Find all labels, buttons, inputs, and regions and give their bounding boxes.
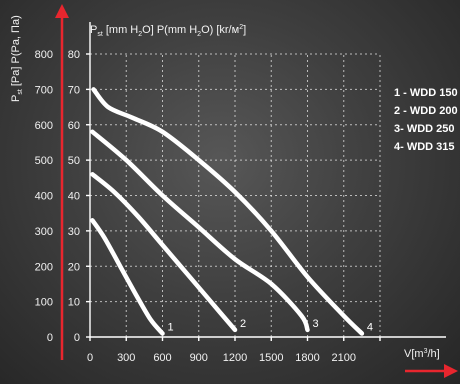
legend-entry-2: 2 - WDD 200 [394,105,458,117]
legend-entry-1: 1 - WDD 150 [394,87,458,99]
legend-entry-3: 3- WDD 250 [394,123,455,135]
x-tick-label: 0 [87,352,93,364]
y-tick-label-pa: 300 [35,226,53,238]
x-tick-label: 1500 [259,352,283,364]
y-tick-label-mm: 80 [68,49,80,61]
x-tick-label: 1200 [223,352,247,364]
y-tick-label-mm: 50 [68,155,80,167]
legend: 1 - WDD 150 2 - WDD 200 3- WDD 250 4- WDD 3… [394,87,458,153]
curve-label-3: 3 [313,318,319,330]
curve-label-4: 4 [367,321,373,333]
x-tick-label: 2100 [332,352,356,364]
y-axis-top-label: Pst [mm H2O] P(mm H2O) [kr/м2] [90,24,246,38]
y-axis-outer-label: Pst [Pa] P(Pa, Па) [10,15,24,102]
axes [55,4,458,378]
y-tick-label-mm: 60 [68,120,80,132]
curve-4 [91,87,365,336]
y-tick-label-mm: 70 [68,84,80,96]
curve-3 [90,129,310,333]
y-tick-label-pa: 400 [35,191,53,203]
tick-labels: 0100200300400500600700800010203040506070… [35,49,356,364]
y-tick-label-pa: 100 [35,297,53,309]
y-tick-label-mm: 10 [68,297,80,309]
x-axis-label: V[m3/h] [404,348,440,360]
curve-2 [90,172,238,333]
y-tick-label-mm: 30 [68,226,80,238]
y-tick-label-mm: 40 [68,191,80,203]
curves [90,87,365,336]
y-tick-label-pa: 800 [35,49,53,61]
y-tick-label-pa: 600 [35,120,53,132]
curve-1 [90,218,165,336]
x-tick-label: 1800 [295,352,319,364]
legend-entry-4: 4- WDD 315 [394,141,455,153]
x-tick-label: 900 [190,352,208,364]
y-axis-arrow-head [55,4,69,18]
y-tick-label-pa: 500 [35,155,53,167]
curve-labels: 1 2 3 4 [168,318,374,334]
x-tick-label: 600 [153,352,171,364]
y-tick-label-mm: 20 [68,261,80,273]
curve-label-2: 2 [240,318,246,330]
y-tick-label-mm: 0 [74,332,80,344]
x-axis-arrow-head [444,364,458,378]
x-tick-label: 300 [117,352,135,364]
y-tick-label-pa: 0 [47,332,53,344]
y-tick-label-pa: 700 [35,84,53,96]
curve-label-1: 1 [168,321,174,333]
y-tick-label-pa: 200 [35,261,53,273]
grid [90,53,381,337]
